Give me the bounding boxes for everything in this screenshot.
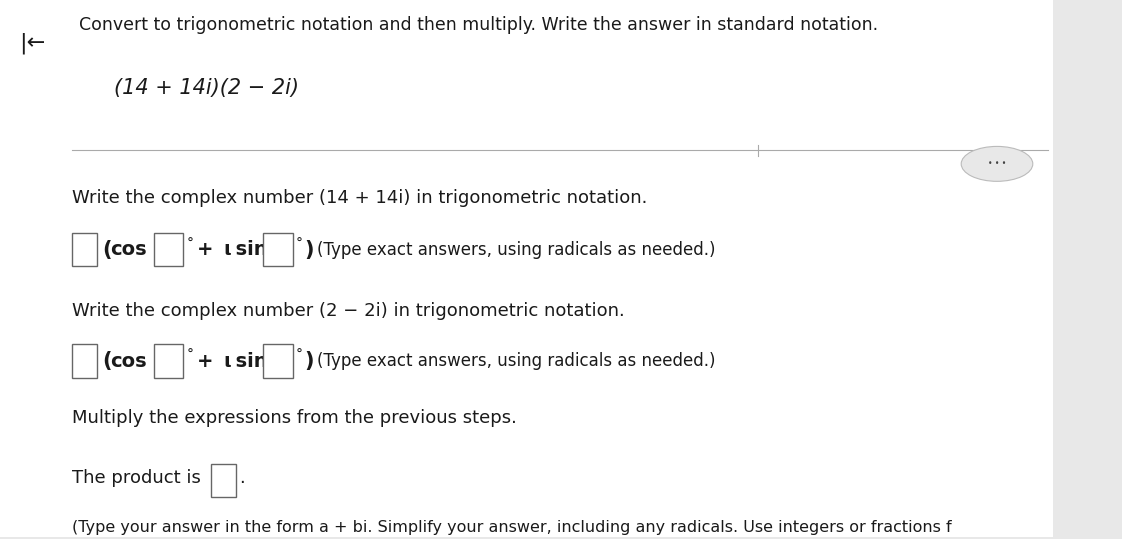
Text: °: ° <box>186 348 193 362</box>
Text: cos: cos <box>111 351 147 370</box>
Text: (14 + 14i)(2 − 2i): (14 + 14i)(2 − 2i) <box>113 78 298 98</box>
FancyBboxPatch shape <box>72 344 96 378</box>
Text: +  ι sin: + ι sin <box>196 351 267 370</box>
Text: +  ι sin: + ι sin <box>196 240 267 259</box>
FancyBboxPatch shape <box>0 0 1052 537</box>
FancyBboxPatch shape <box>264 344 293 378</box>
FancyBboxPatch shape <box>154 233 183 266</box>
FancyBboxPatch shape <box>211 464 236 497</box>
Text: cos: cos <box>111 240 147 259</box>
Text: Write the complex number (14 + 14i) in trigonometric notation.: Write the complex number (14 + 14i) in t… <box>72 189 647 207</box>
Text: Convert to trigonometric notation and then multiply. Write the answer in standar: Convert to trigonometric notation and th… <box>79 16 879 34</box>
Text: .: . <box>239 468 245 487</box>
Text: °: ° <box>186 237 193 251</box>
Text: ): ) <box>304 351 314 371</box>
Text: (Type your answer in the form a + bi. Simplify your answer, including any radica: (Type your answer in the form a + bi. Si… <box>72 520 951 535</box>
Text: (Type exact answers, using radicals as needed.): (Type exact answers, using radicals as n… <box>316 241 716 259</box>
FancyBboxPatch shape <box>72 233 96 266</box>
Text: Multiply the expressions from the previous steps.: Multiply the expressions from the previo… <box>72 410 516 427</box>
Text: • • •: • • • <box>987 160 1006 168</box>
Text: (Type exact answers, using radicals as needed.): (Type exact answers, using radicals as n… <box>316 352 716 370</box>
Text: (: ( <box>102 240 111 260</box>
Text: |←: |← <box>19 32 45 54</box>
Ellipse shape <box>962 147 1032 181</box>
Text: °: ° <box>296 237 303 251</box>
FancyBboxPatch shape <box>264 233 293 266</box>
Text: °: ° <box>296 348 303 362</box>
Text: The product is: The product is <box>72 468 206 487</box>
Text: Write the complex number (2 − 2i) in trigonometric notation.: Write the complex number (2 − 2i) in tri… <box>72 302 624 320</box>
Text: ): ) <box>304 240 314 260</box>
Text: (: ( <box>102 351 111 371</box>
FancyBboxPatch shape <box>154 344 183 378</box>
